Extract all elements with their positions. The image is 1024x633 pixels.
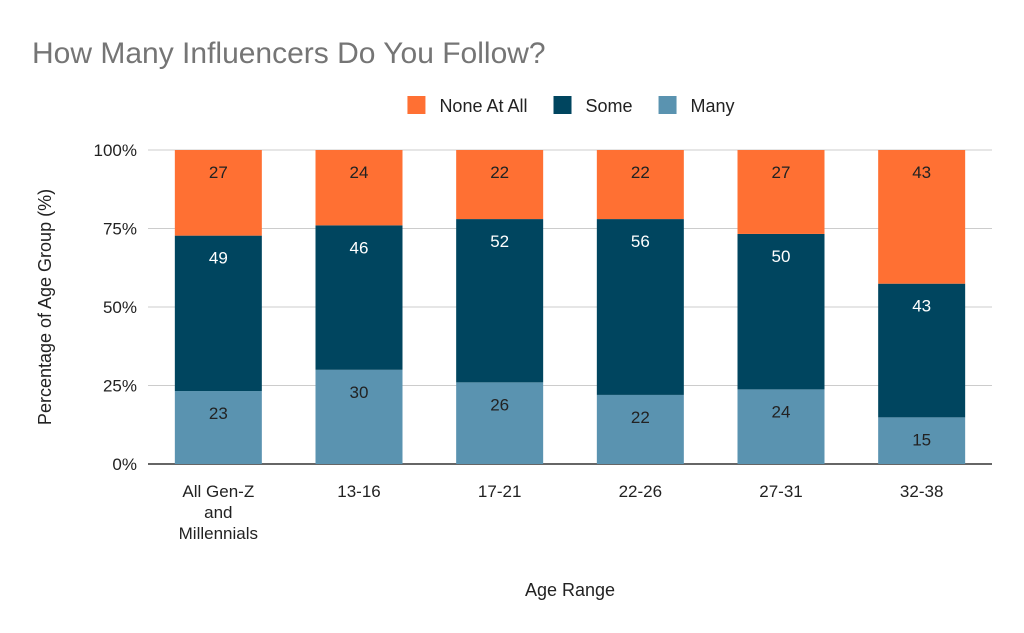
y-axis-ticks: 0% 25% 50% 75% 100% [94,141,137,474]
y-tick-label: 25% [103,377,137,396]
bar-segment-many [174,391,262,464]
x-axis-ticks: All Gen-Z and Millennials 13-16 17-21 22-26 27… [179,482,944,543]
x-tick-label: 13-16 [337,482,380,501]
y-tick-label: 50% [103,298,137,317]
bar-segment-many [456,382,544,464]
data-label-some: 46 [350,238,369,257]
data-label-some: 43 [912,297,931,316]
data-label-many: 23 [209,404,228,423]
data-label-none-at-all: 22 [490,163,509,182]
x-tick-label: 32-38 [900,482,943,501]
bar-segment-none-at-all [596,150,684,220]
x-tick-label: 27-31 [759,482,802,501]
bar-segment-some [878,283,966,418]
legend-swatch-some [553,96,572,114]
legend-swatch-none-at-all [407,96,426,114]
data-label-none-at-all: 22 [631,163,650,182]
bar-segment-many [737,389,825,464]
x-tick-label: 22-26 [619,482,662,501]
legend-swatch-many [658,96,677,114]
bars: 23 49 27 30 46 24 26 52 22 22 56 22 24 50 27 15 43 43 [174,150,966,464]
bar-segment-none-at-all [878,150,966,284]
data-label-none-at-all: 24 [350,163,369,182]
bar-segment-some [174,235,262,392]
data-label-many: 26 [490,395,509,414]
chart-title: How Many Influencers Do You Follow? [32,37,546,70]
x-tick-label: All Gen-Z and Millennials [179,482,258,543]
data-label-some: 50 [772,247,791,266]
y-tick-label: 75% [103,220,137,239]
data-label-some: 56 [631,232,650,251]
legend: None At All Some Many [407,96,735,116]
legend-label-none-at-all: None At All [439,96,527,116]
y-tick-label: 100% [94,141,137,160]
bar-segment-none-at-all [174,150,262,236]
bar-segment-many [315,369,403,464]
bar-segment-some [596,219,684,395]
data-label-none-at-all: 27 [209,163,228,182]
data-label-many: 24 [772,402,791,421]
data-label-some: 49 [209,249,228,268]
data-label-none-at-all: 43 [912,163,931,182]
bar-segment-none-at-all [737,150,825,234]
data-label-many: 30 [350,383,369,402]
bar-segment-some [456,219,544,383]
bar-segment-some [315,225,403,370]
legend-label-many: Many [691,96,735,116]
y-tick-label: 0% [112,455,137,474]
x-axis-title: Age Range [525,580,615,600]
data-label-none-at-all: 27 [772,163,791,182]
gridlines [148,149,992,465]
legend-label-some: Some [586,96,633,116]
x-tick-label: 17-21 [478,482,521,501]
y-axis-title: Percentage of Age Group (%) [35,189,55,425]
bar-segment-none-at-all [315,150,403,226]
data-label-many: 15 [912,430,931,449]
bar-segment-some [737,233,825,390]
data-label-some: 52 [490,232,509,251]
bar-segment-many [878,417,966,464]
bar-segment-many [596,394,684,464]
bar-segment-none-at-all [456,150,544,220]
data-label-many: 22 [631,408,650,427]
